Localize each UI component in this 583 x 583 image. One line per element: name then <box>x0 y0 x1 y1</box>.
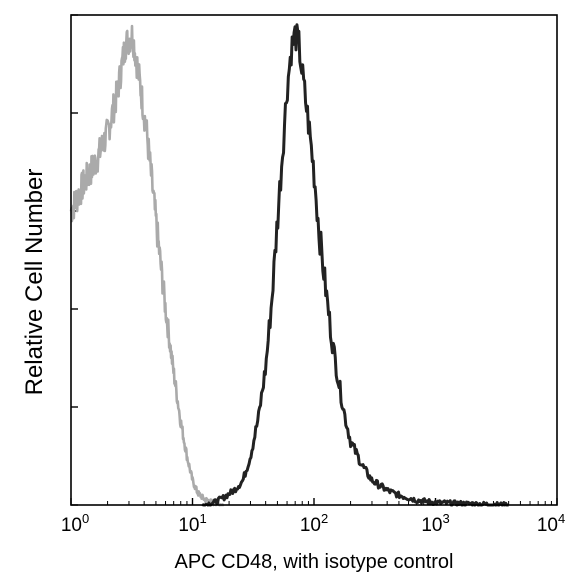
x-tick-label-0: 100 <box>61 511 89 536</box>
x-tick-label-2: 102 <box>300 511 328 536</box>
x-tick-label-1: 101 <box>178 511 206 536</box>
y-axis-label: Relative Cell Number <box>21 169 48 396</box>
x-tick-label-3: 103 <box>421 511 449 536</box>
series-line-cd48 <box>201 23 510 507</box>
x-axis-label: APC CD48, with isotype control <box>174 551 453 573</box>
x-tick-label-4: 104 <box>537 511 565 536</box>
tick-marks <box>70 14 558 506</box>
plot-frame <box>70 14 558 506</box>
histogram-series <box>69 23 510 507</box>
x-tick-labels: 100 101 102 103 104 <box>61 511 565 536</box>
series-line-isotype <box>69 24 225 507</box>
